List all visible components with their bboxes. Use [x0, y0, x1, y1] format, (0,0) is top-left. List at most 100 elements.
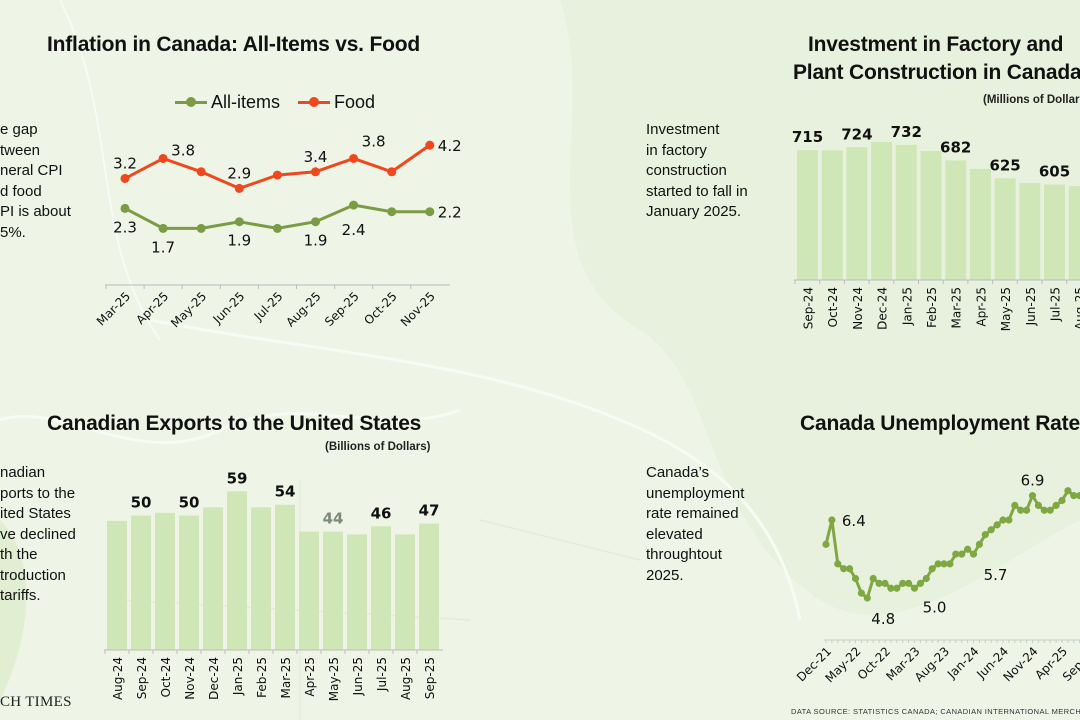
- data-label: 1.9: [227, 232, 251, 250]
- bar: [251, 507, 271, 650]
- bar: [821, 150, 843, 280]
- data-point: [969, 550, 978, 558]
- data-point: [887, 584, 895, 592]
- investment-title-line-2: Plant Construction in Canada: [793, 61, 1080, 84]
- x-tick-label: Nov-24: [183, 657, 197, 700]
- bar: [846, 147, 868, 280]
- data-point: [1023, 506, 1031, 514]
- data-label: 6.9: [1021, 472, 1045, 490]
- data-point: [272, 223, 282, 233]
- bar: [299, 531, 319, 650]
- data-label: 724: [841, 125, 872, 143]
- data-point: [425, 207, 435, 217]
- data-label: 3.2: [113, 154, 137, 172]
- data-point: [272, 170, 282, 180]
- data-label: 54: [275, 483, 296, 501]
- data-label: 715: [792, 128, 823, 146]
- note-line: started to fall in: [646, 182, 748, 200]
- note-line: PI is about: [0, 203, 71, 220]
- data-point: [975, 540, 984, 548]
- x-tick-label: Mar-25: [94, 289, 133, 328]
- cpi-legend: All-items Food: [175, 92, 375, 113]
- data-label: 44: [323, 510, 344, 528]
- note-line: construction: [646, 162, 727, 179]
- data-point: [999, 516, 1007, 524]
- bar: [419, 523, 439, 650]
- bar: [969, 168, 991, 280]
- x-tick-label: May-25: [999, 287, 1013, 331]
- data-point: [1011, 501, 1019, 509]
- bar: [895, 144, 917, 280]
- data-label: 50: [131, 494, 152, 512]
- bar: [107, 520, 127, 650]
- data-label: 1.9: [304, 232, 328, 250]
- x-tick-label: May-25: [168, 289, 209, 330]
- data-label: 682: [940, 138, 971, 156]
- unemployment-chart-title: Canada Unemployment Rate: [800, 412, 1080, 435]
- data-point: [934, 560, 942, 568]
- investment-title-line-1: Investment in Factory and: [808, 33, 1064, 56]
- data-label: 46: [371, 504, 392, 522]
- note-line: tween: [0, 141, 41, 159]
- data-point: [940, 560, 948, 568]
- data-point: [387, 167, 397, 177]
- data-point: [120, 173, 130, 183]
- x-tick-label: Dec-24: [876, 287, 890, 330]
- data-label: 5.0: [923, 598, 947, 616]
- bar: [797, 150, 818, 280]
- data-label: 3.4: [304, 148, 328, 166]
- data-point: [120, 203, 130, 213]
- x-tick-label: Apr-25: [303, 657, 317, 697]
- data-point: [952, 550, 960, 558]
- x-tick-label: Feb-25: [255, 657, 269, 698]
- cpi-chart-title: Inflation in Canada: All-Items vs. Food: [47, 33, 420, 56]
- data-point: [828, 516, 836, 524]
- data-label: 4.8: [871, 610, 895, 628]
- data-label: 625: [989, 156, 1020, 174]
- bar: [323, 531, 343, 650]
- x-tick-label: Feb-25: [925, 287, 939, 328]
- x-tick-label: Oct-24: [826, 287, 840, 327]
- data-point: [869, 574, 877, 583]
- bar: [920, 151, 942, 280]
- data-label: 2.9: [227, 164, 251, 182]
- data-point: [857, 589, 866, 597]
- x-tick-label: Mar-25: [279, 657, 293, 698]
- data-label: 2.2: [438, 204, 462, 222]
- note-line: nadian: [0, 464, 46, 481]
- data-label: 59: [227, 469, 248, 487]
- bar: [347, 534, 367, 650]
- x-tick-label: Dec-24: [207, 657, 221, 700]
- data-label: 6.4: [842, 512, 866, 530]
- note-line: d food: [0, 182, 42, 200]
- data-point: [425, 140, 435, 150]
- data-label: 732: [891, 123, 922, 141]
- cpi-note: e gap tween neral CPI d food PI is about…: [0, 120, 71, 243]
- legend-all-items-marker: [175, 97, 207, 107]
- note-line: rate remained: [646, 505, 739, 522]
- x-tick-label: Jul-25: [251, 289, 286, 324]
- data-point: [196, 223, 206, 233]
- data-point: [158, 153, 168, 163]
- note-line: January 2025.: [646, 203, 742, 220]
- data-point: [840, 565, 848, 573]
- data-point: [234, 217, 244, 227]
- x-tick-label: Oct-25: [361, 289, 399, 327]
- note-line: ited States: [0, 505, 71, 522]
- investment-subtitle: (Millions of Dollars): [983, 94, 1080, 106]
- x-tick-label: Jun-25: [1024, 287, 1038, 326]
- x-tick-label: Jan-24: [944, 644, 982, 682]
- x-tick-label: Nov-24: [851, 287, 865, 330]
- x-tick-label: Aug-25: [283, 289, 323, 329]
- data-label: 605: [1039, 163, 1070, 181]
- bar: [179, 515, 199, 650]
- data-label: 4.2: [438, 137, 462, 155]
- data-point: [1070, 492, 1078, 500]
- x-tick-label: Sep-24: [135, 657, 149, 699]
- data-point: [1076, 492, 1080, 500]
- data-point: [893, 584, 901, 592]
- data-point: [910, 584, 919, 592]
- data-label: 47: [419, 502, 440, 520]
- data-point: [234, 183, 244, 193]
- x-tick-label: Jul-25: [1049, 287, 1063, 322]
